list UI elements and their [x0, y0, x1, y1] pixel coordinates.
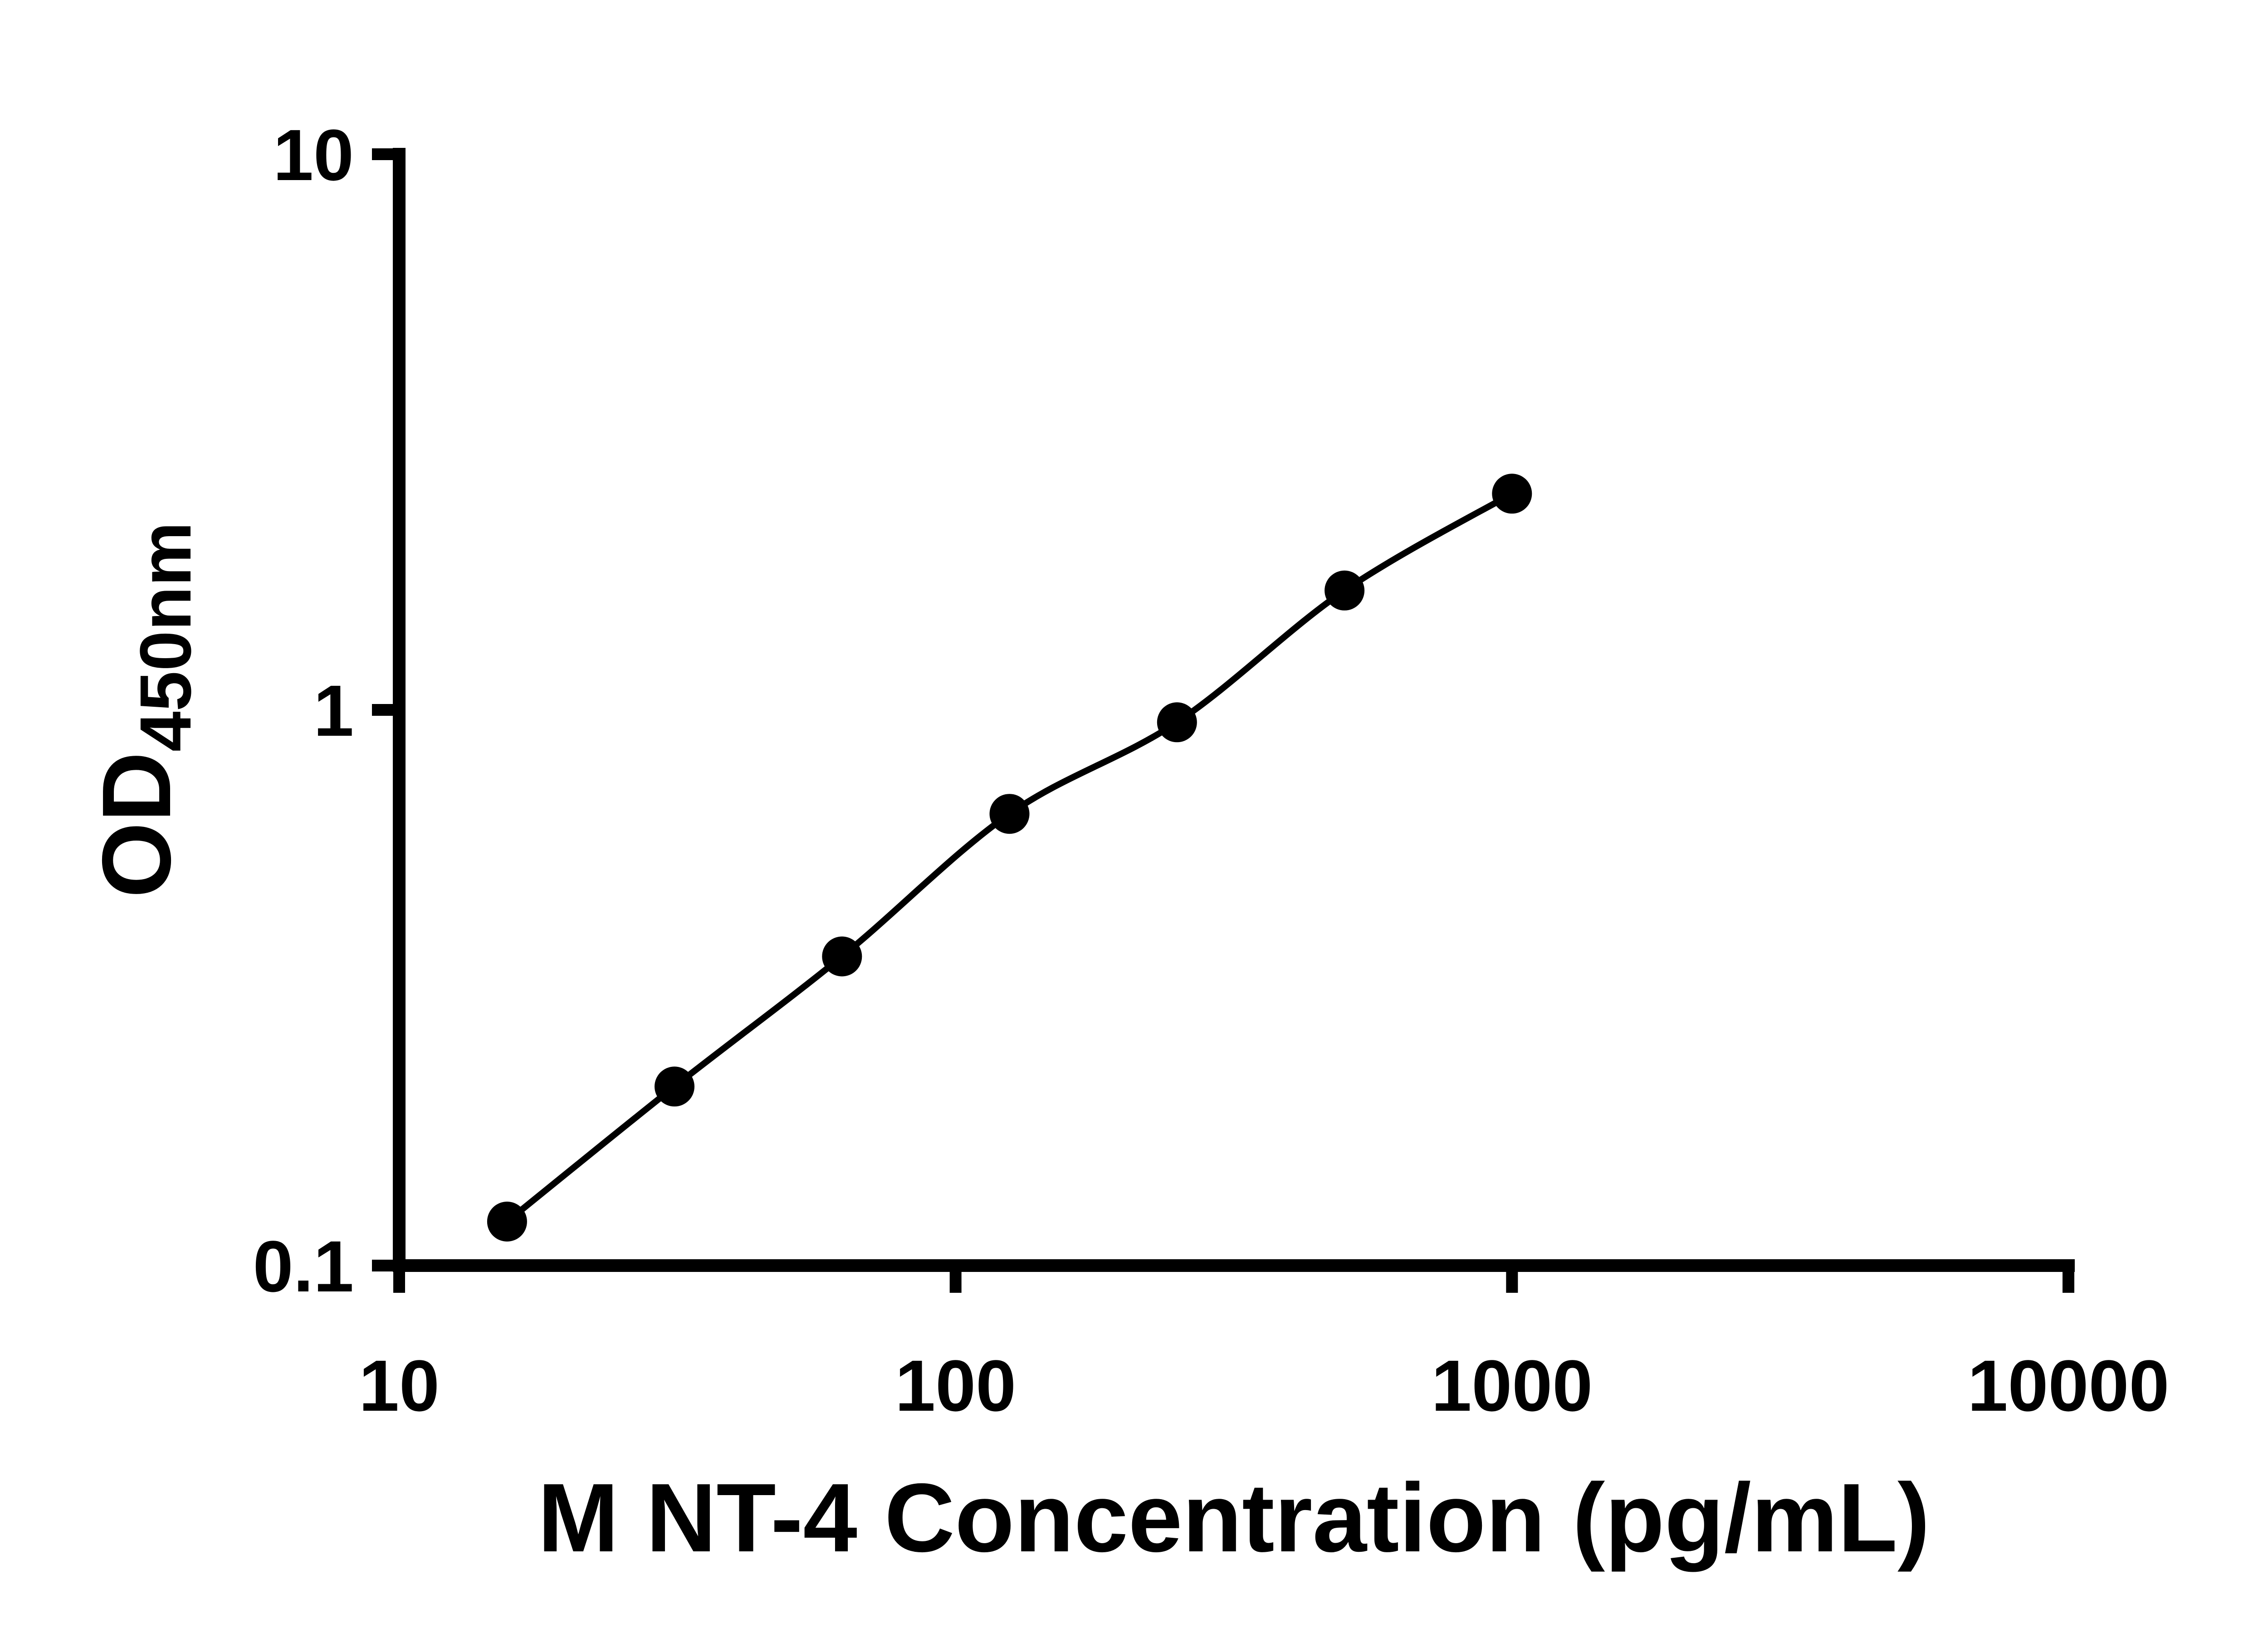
- data-point: [822, 936, 862, 977]
- x-tick-label: 1000: [1431, 1345, 1593, 1426]
- x-tick-label: 10000: [1968, 1345, 2170, 1426]
- axes: 10 100 1000 10000 0.1 1 10: [253, 114, 2170, 1426]
- curve-line: [503, 490, 1515, 1225]
- data-point: [989, 794, 1030, 834]
- y-axis-title-main: OD: [82, 752, 191, 898]
- y-axis-title: OD450nm: [82, 522, 206, 898]
- x-tick-label: 100: [895, 1345, 1016, 1426]
- data-point: [1325, 570, 1365, 611]
- data-point: [1492, 474, 1532, 514]
- data-series: [487, 474, 1532, 1242]
- data-point: [1157, 702, 1197, 743]
- x-tick-label: 10: [359, 1345, 440, 1426]
- y-tick-label: 1: [313, 670, 354, 751]
- y-axis-title-subscript: 450nm: [125, 522, 206, 752]
- data-point: [487, 1202, 527, 1242]
- y-tick-label: 10: [273, 114, 354, 196]
- x-axis-title: M NT-4 Concentration (pg/mL): [538, 1463, 1930, 1572]
- data-point: [655, 1066, 694, 1107]
- y-tick-label: 0.1: [253, 1226, 354, 1307]
